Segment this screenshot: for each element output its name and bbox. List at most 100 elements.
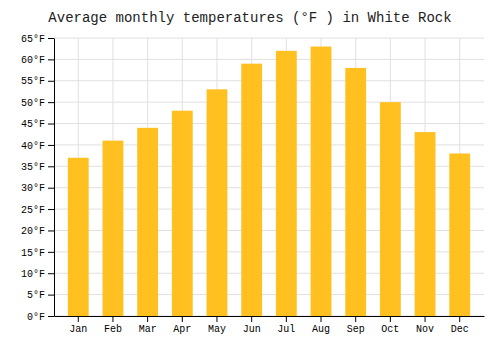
chart-svg: 0°F 5°F 10°F 15°F 20°F 25°F 30°F 35°F 40°F 45°F 50… [0, 0, 500, 350]
x-tick: Jun [243, 316, 261, 335]
x-tick: Nov [416, 316, 434, 335]
y-tick-label: 15°F [21, 248, 45, 259]
bar [137, 128, 158, 316]
bar [415, 132, 436, 316]
y-tick-label: 10°F [21, 269, 45, 280]
bar [241, 64, 262, 316]
x-tick: Jul [277, 316, 295, 335]
chart-container: 0°F 5°F 10°F 15°F 20°F 25°F 30°F 35°F 40°F 45°F 50… [0, 0, 500, 350]
y-tick: 20°F [21, 226, 54, 237]
y-tick: 45°F [21, 119, 54, 130]
x-tick-label: Mar [139, 324, 157, 335]
plot: 0°F 5°F 10°F 15°F 20°F 25°F 30°F 35°F 40°F 45°F 50… [21, 34, 485, 335]
y-tick-mark [48, 81, 54, 82]
x-tick: Mar [139, 316, 157, 335]
y-tick-label: 65°F [21, 34, 45, 45]
y-tick-label: 35°F [21, 162, 45, 173]
y-tick: 0°F [27, 312, 54, 323]
bar [276, 51, 297, 316]
x-tick: Feb [104, 316, 122, 335]
y-tick-mark [48, 102, 54, 103]
x-tick-mark [182, 316, 183, 322]
y-tick-label: 0°F [27, 312, 45, 323]
y-tick-mark [48, 252, 54, 253]
grid-line-y [54, 59, 484, 60]
y-axis-line [54, 39, 55, 317]
y-tick-mark [48, 38, 54, 39]
y-tick-mark [48, 230, 54, 231]
y-tick-label: 30°F [21, 183, 45, 194]
bars [68, 47, 470, 316]
grid-line-y [54, 38, 484, 39]
y-axis: 0°F 5°F 10°F 15°F 20°F 25°F 30°F 35°F 40°F 45°F 50… [21, 34, 55, 323]
y-tick-mark [48, 295, 54, 296]
x-tick: Dec [451, 316, 469, 335]
x-tick-label: Feb [104, 324, 122, 335]
y-tick: 65°F [21, 34, 54, 45]
y-tick-mark [48, 59, 54, 60]
x-tick-mark [425, 316, 426, 322]
grid-line-y [54, 123, 484, 124]
x-tick-label: Oct [381, 324, 399, 335]
y-tick: 15°F [21, 248, 54, 259]
bar [449, 153, 470, 316]
x-tick: Apr [173, 316, 191, 335]
bar [103, 141, 124, 316]
x-tick-label: May [208, 324, 226, 335]
y-tick-label: 40°F [21, 141, 45, 152]
x-tick-label: Apr [173, 324, 191, 335]
y-tick-mark [48, 124, 54, 125]
x-tick-label: Jun [243, 324, 261, 335]
x-tick: Jan [69, 316, 87, 335]
x-tick: Aug [312, 316, 330, 335]
x-tick-mark [390, 316, 391, 322]
x-tick: Sep [347, 316, 365, 335]
y-tick-label: 5°F [27, 290, 45, 301]
y-tick: 30°F [21, 183, 54, 194]
title: Average monthly temperatures (°F ) in Wh… [48, 10, 451, 26]
x-tick-mark [321, 316, 322, 322]
x-tick-mark [78, 316, 79, 322]
x-tick-mark [251, 316, 252, 322]
y-tick-mark [48, 188, 54, 189]
x-tick-mark [355, 316, 356, 322]
x-tick-mark [459, 316, 460, 322]
y-tick: 50°F [21, 98, 54, 109]
y-tick: 40°F [21, 141, 54, 152]
y-tick-label: 50°F [21, 98, 45, 109]
x-tick: May [208, 316, 226, 335]
y-tick-mark [48, 145, 54, 146]
y-tick-mark [48, 316, 54, 317]
x-axis: Jan Feb Mar Apr May Jun Jul Aug Sep Oct Nov Dec [55, 316, 485, 335]
x-tick-mark [286, 316, 287, 322]
bar [207, 89, 228, 316]
x-tick-label: Nov [416, 324, 434, 335]
x-tick: Oct [381, 316, 399, 335]
grid-line-y [54, 80, 484, 81]
bar [311, 47, 332, 316]
bar [68, 158, 89, 316]
x-tick-label: Sep [347, 324, 365, 335]
y-tick: 35°F [21, 162, 54, 173]
x-tick-label: Aug [312, 324, 330, 335]
y-tick: 10°F [21, 269, 54, 280]
y-tick-label: 55°F [21, 76, 45, 87]
x-tick-label: Jan [69, 324, 87, 335]
grid-line-y [54, 102, 484, 103]
y-tick-label: 25°F [21, 205, 45, 216]
x-tick-label: Jul [277, 324, 295, 335]
bar [380, 102, 401, 316]
x-tick-mark [147, 316, 148, 322]
bar [345, 68, 366, 316]
y-tick: 60°F [21, 55, 54, 66]
grid [54, 38, 484, 316]
y-tick-label: 60°F [21, 55, 45, 66]
y-tick-label: 45°F [21, 119, 45, 130]
y-tick: 55°F [21, 76, 54, 87]
x-tick-mark [112, 316, 113, 322]
y-tick-label: 20°F [21, 226, 45, 237]
y-tick: 5°F [27, 290, 54, 301]
y-tick-mark [48, 209, 54, 210]
x-tick-label: Dec [451, 324, 469, 335]
bar [172, 111, 193, 316]
